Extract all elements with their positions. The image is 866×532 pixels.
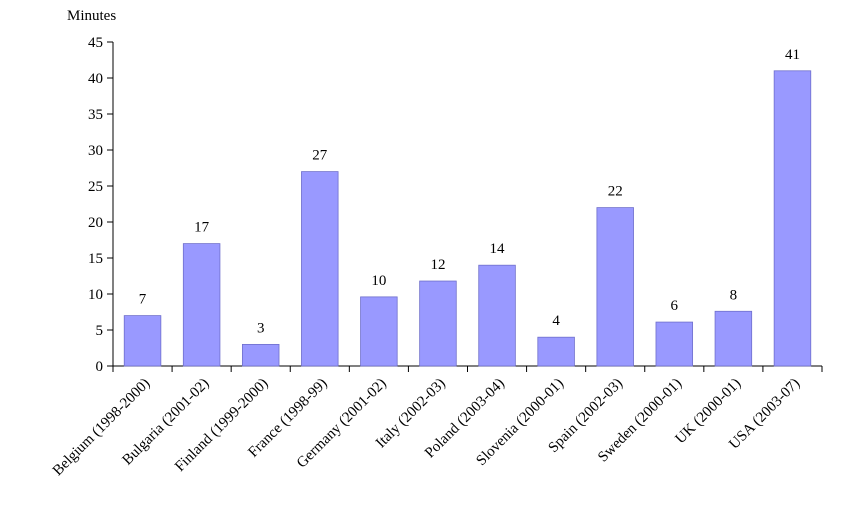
bar	[182, 243, 221, 367]
bar	[123, 315, 162, 367]
data-label: 7	[139, 292, 147, 308]
y-tick-label: 45	[88, 35, 103, 51]
bar	[301, 171, 339, 367]
bar	[714, 310, 753, 367]
y-axis: 0 5 10 15 20 25 30 35 40 45	[88, 35, 114, 375]
data-label: 6	[671, 298, 679, 314]
data-label: 3	[257, 320, 265, 336]
data-label: 4	[552, 313, 560, 329]
data-label: 27	[312, 148, 328, 164]
data-label: 41	[785, 47, 800, 63]
bar	[360, 296, 398, 367]
y-tick-label: 35	[88, 107, 103, 123]
y-tick-label: 25	[88, 179, 103, 195]
bar	[655, 321, 694, 367]
x-tick-label: Belgium (1998-2000)	[50, 376, 154, 480]
data-labels: 7 17 3 27 10 12 14 4 22 6 8 41	[139, 47, 800, 337]
data-label: 14	[490, 241, 506, 257]
bar	[596, 207, 634, 367]
y-tick-label: 5	[96, 323, 104, 339]
y-tick-label: 20	[88, 215, 103, 231]
y-tick-label: 10	[88, 287, 103, 303]
y-tick-label: 30	[88, 143, 103, 159]
data-label: 10	[371, 273, 386, 289]
data-label: 17	[194, 220, 210, 236]
bar	[241, 343, 280, 367]
bar	[773, 70, 812, 367]
data-label: 12	[430, 257, 445, 273]
y-tick-label: 15	[88, 251, 103, 267]
data-label: 8	[730, 287, 738, 303]
bars	[123, 70, 812, 367]
x-tick-labels: Belgium (1998-2000)Bulgaria (2001-02)Fin…	[50, 376, 803, 480]
data-label: 22	[608, 184, 623, 200]
bar	[419, 280, 457, 367]
x-axis	[112, 365, 823, 372]
y-tick-label: 40	[88, 71, 103, 87]
bar	[537, 336, 575, 367]
y-axis-unit-label: Minutes	[67, 8, 116, 24]
bar	[478, 264, 516, 367]
y-tick-label: 0	[96, 359, 104, 375]
